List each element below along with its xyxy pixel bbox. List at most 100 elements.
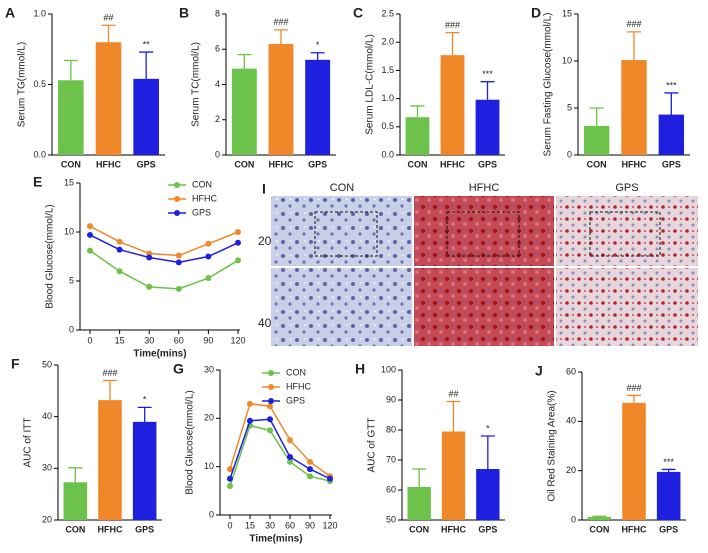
bar — [58, 80, 84, 155]
y-axis-label: Serum LDL-C(mmol/L) — [365, 34, 376, 135]
bar — [305, 59, 331, 156]
y-tick-label: 2.0 — [381, 37, 394, 47]
x-tick-label: 0 — [227, 520, 232, 530]
x-tick-label: CON — [61, 159, 81, 169]
legend-marker — [268, 398, 274, 404]
y-tick-label: 0 — [209, 509, 214, 519]
error-bar — [101, 24, 116, 43]
x-tick-label: GPS — [137, 159, 156, 169]
y-axis-label: Serum TG(mmol/L) — [17, 42, 28, 127]
y-tick-label: 30 — [42, 463, 52, 473]
y-tick-label: 0.5 — [381, 121, 394, 131]
point — [116, 246, 123, 253]
x-tick-label: HFHC — [440, 159, 465, 169]
y-tick-label: 100 — [381, 364, 396, 374]
bar — [63, 482, 88, 520]
bar — [658, 114, 685, 155]
x-tick-label: 120 — [230, 335, 245, 345]
annotation: ### — [273, 17, 288, 27]
x-tick-label: GPS — [659, 524, 678, 534]
y-tick-label: 20 — [204, 413, 214, 423]
y-tick-label: 20 — [566, 465, 576, 475]
y-axis-label: Serum Fasting Glucose(mmol/L) — [543, 13, 554, 157]
annotation: * — [486, 423, 490, 433]
annotation: *** — [663, 457, 674, 467]
x-tick-label: 120 — [322, 520, 337, 530]
y-tick-label: 0 — [69, 324, 74, 334]
bar — [476, 469, 500, 520]
y-tick-label: 1.0 — [33, 8, 46, 18]
point — [307, 458, 313, 465]
bar — [407, 487, 431, 520]
x-tick-label: 30 — [265, 520, 275, 530]
error-bar — [237, 53, 252, 69]
annotation: *** — [666, 80, 677, 90]
x-tick-label: 90 — [305, 520, 315, 530]
y-tick-label: 8 — [215, 8, 220, 18]
annotation: ## — [448, 389, 458, 399]
y-tick-label: 40 — [42, 411, 52, 421]
legend-label: GPS — [286, 395, 305, 405]
point — [146, 254, 153, 261]
y-tick-label: 5 — [69, 275, 74, 285]
micrograph — [556, 268, 698, 346]
point — [287, 437, 293, 444]
panel-label: H — [355, 361, 365, 377]
point — [175, 285, 182, 292]
micrograph — [556, 196, 698, 266]
legend-label: GPS — [192, 207, 211, 217]
error-bar — [627, 394, 641, 403]
y-tick-label: 30 — [204, 364, 214, 374]
bar — [440, 55, 465, 156]
x-tick-label: CON — [409, 524, 429, 534]
error-bar — [592, 515, 607, 518]
y-axis-label: Blood Glucose(mmol/L) — [185, 390, 196, 494]
legend-label: HFHC — [192, 193, 217, 203]
annotation: ### — [626, 383, 641, 393]
y-tick-label: 60 — [566, 366, 576, 376]
error-bar — [63, 59, 78, 81]
x-tick-label: GPS — [135, 524, 154, 534]
point — [205, 275, 212, 282]
line — [229, 403, 331, 477]
x-tick-label: 15 — [245, 520, 255, 530]
point — [267, 416, 273, 423]
error-bar — [480, 81, 495, 100]
y-tick-label: 80 — [386, 424, 396, 434]
column-label: CON — [330, 182, 355, 194]
column-label: HFHC — [469, 182, 500, 194]
y-tick-label: 20 — [42, 514, 52, 524]
x-tick-label: 0 — [87, 335, 92, 345]
line — [89, 250, 239, 290]
point — [87, 247, 93, 254]
point — [247, 400, 253, 407]
y-tick-label: 0.5 — [33, 79, 46, 89]
point — [307, 466, 313, 473]
x-tick-label: GPS — [662, 159, 681, 169]
bar — [133, 78, 159, 155]
error-bar — [589, 107, 604, 126]
panel-label: B — [179, 5, 189, 21]
annotation: ### — [445, 20, 460, 30]
bar — [656, 471, 681, 520]
x-tick-label: 60 — [285, 520, 295, 530]
y-tick-label: 2 — [215, 114, 220, 124]
error-bar — [310, 52, 325, 60]
legend-label: CON — [286, 367, 306, 377]
panel-label: G — [173, 361, 184, 377]
y-tick-label: 60 — [386, 484, 396, 494]
x-tick-label: HFHC — [441, 524, 466, 534]
bar — [132, 421, 157, 520]
panel-label: I — [262, 181, 266, 197]
y-tick-label: 50 — [386, 514, 396, 524]
panel-label: D — [531, 5, 541, 21]
y-tick-label: 0 — [215, 149, 220, 159]
legend-marker — [174, 210, 180, 216]
y-tick-label: 15 — [562, 8, 572, 18]
x-tick-label: 15 — [115, 335, 125, 345]
point — [87, 231, 93, 238]
column-label: GPS — [615, 182, 638, 194]
y-tick-label: 5 — [567, 102, 572, 112]
x-axis-label: Time(mins) — [249, 534, 302, 545]
error-bar — [410, 105, 425, 118]
